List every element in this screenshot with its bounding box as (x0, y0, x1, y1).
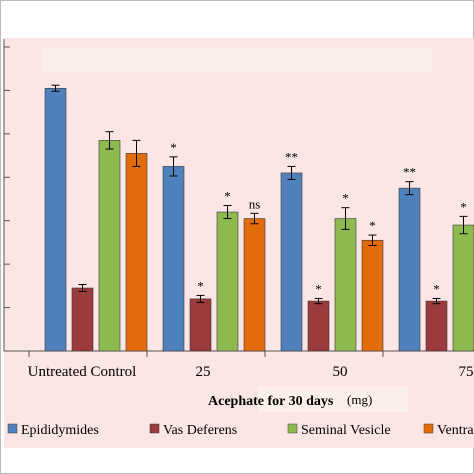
legend-label: Epididymides (21, 423, 99, 438)
bar-epididymides (398, 187, 421, 352)
x-tick-label: 50 (333, 364, 348, 380)
legend: Epididymides Vas Deferens Seminal Vesicle V… (7, 423, 474, 438)
bar-vas-deferens (425, 300, 448, 352)
xlabel-band (258, 386, 408, 412)
bar-seminal-vesicle (334, 218, 357, 352)
bar-vas-deferens (71, 287, 94, 352)
significance-mark: ** (285, 149, 298, 164)
plot-background (4, 38, 474, 448)
x-tick-label: 25 (196, 364, 211, 380)
highlight-band (42, 48, 432, 72)
bars: ***********ns** (44, 84, 474, 352)
bar-vas-deferens (307, 300, 330, 352)
bar-seminal-vesicle (452, 224, 474, 352)
bar-ventral-prostate (243, 218, 266, 352)
significance-mark: * (170, 140, 177, 155)
legend-swatch (7, 423, 18, 434)
significance-mark: * (342, 191, 349, 206)
bar-seminal-vesicle (98, 140, 121, 352)
significance-mark: * (197, 278, 204, 293)
legend-label: Seminal Vesicle (301, 423, 391, 438)
bar-seminal-vesicle (216, 211, 239, 352)
x-tick-label: Untreated Control (28, 364, 137, 380)
legend-swatch (423, 423, 434, 434)
significance-mark: * (433, 281, 440, 296)
bar-vas-deferens (189, 298, 212, 352)
x-axis-unit: (mg) (347, 392, 372, 407)
x-tick-labels: Untreated Control 25 50 75 (28, 364, 474, 380)
x-axis-label: Acephate for 30 days (208, 394, 334, 409)
legend-swatch (287, 423, 298, 434)
significance-mark: * (315, 281, 322, 296)
legend-swatch (149, 423, 160, 434)
bar-ventral-prostate (361, 239, 384, 352)
bar-epididymides (280, 172, 303, 352)
significance-mark: * (224, 189, 231, 204)
bar-epididymides (44, 87, 67, 352)
significance-mark: * (460, 199, 467, 214)
legend-label: Vas Deferens (163, 423, 237, 438)
legend-label: Ventral Prostate (437, 423, 474, 438)
bar-epididymides (162, 166, 185, 352)
bar-ventral-prostate (125, 153, 148, 352)
significance-mark: * (369, 218, 376, 233)
significance-mark: ** (403, 165, 416, 180)
significance-mark: ns (249, 196, 261, 211)
x-tick-label: 75 (459, 364, 474, 380)
